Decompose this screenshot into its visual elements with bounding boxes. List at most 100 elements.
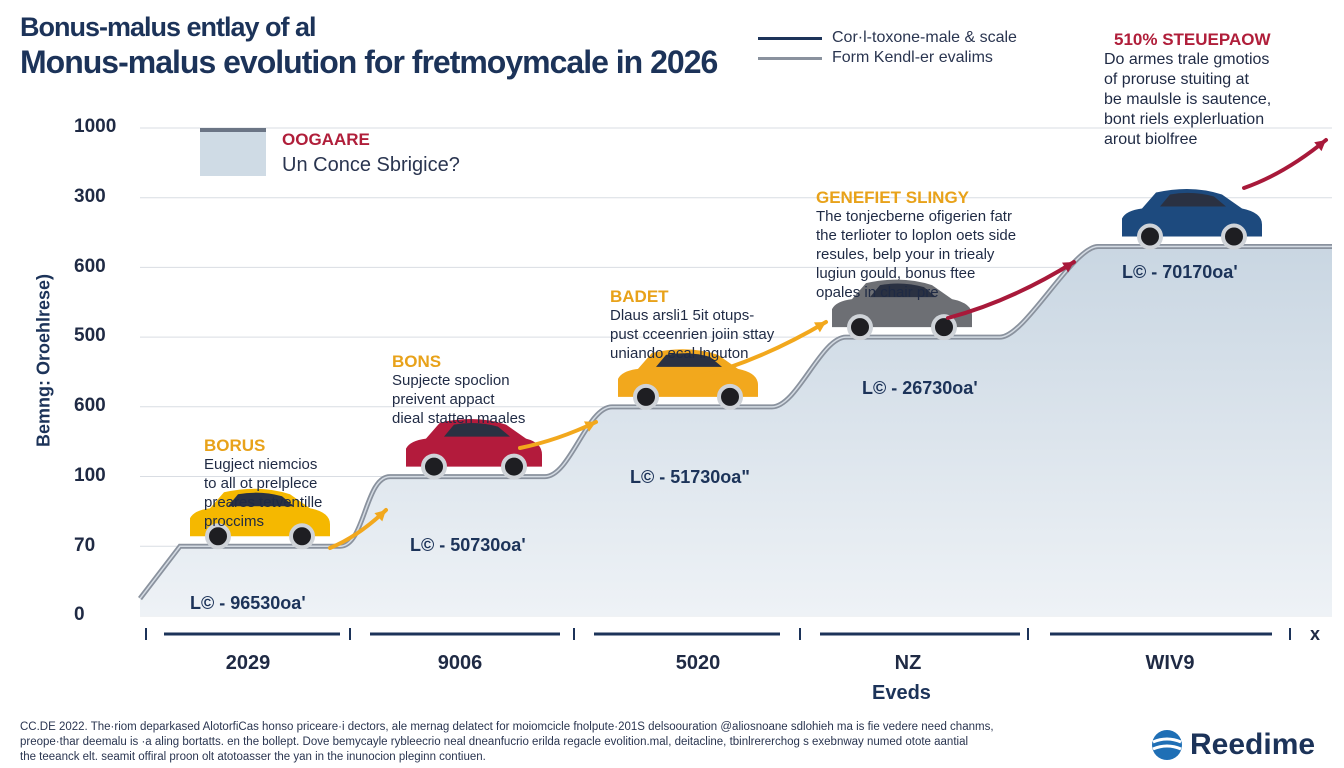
level-label: L© - 26730oa'	[862, 378, 978, 398]
legend-item: Cor·l-toxone-male & scale	[758, 28, 1017, 48]
annotation-line: dieal statten maales	[392, 410, 526, 427]
area-fill	[140, 246, 1332, 616]
car-wheel	[717, 383, 743, 410]
step-annotation: GENEFIET SLINGY The tonjecberne ofigerie…	[816, 188, 1016, 302]
level-label: L© - 51730oa"	[630, 467, 750, 487]
car-icon	[618, 349, 758, 410]
top-note-line: arout biolfree	[1104, 131, 1198, 148]
x-extra-tick: x	[1310, 624, 1321, 644]
arrow-up-right-icon	[692, 320, 828, 380]
legend-swatch	[758, 36, 822, 40]
annotation-line: Supjecte spoclion	[392, 372, 510, 389]
annotation-line: Dlaus arsli1 5it otups-	[610, 307, 755, 324]
x-tick-label: 2029	[225, 652, 271, 674]
y-tick-label: 300	[74, 186, 106, 207]
annotation-line: preares tetventille	[204, 494, 323, 511]
step-annotation: BONS Supjecte spoclion preivent appact d…	[392, 352, 525, 428]
y-tick-label: 0	[74, 604, 85, 625]
arrow-up-right-icon	[946, 260, 1076, 320]
car-icon	[406, 419, 542, 480]
car-wheel	[501, 453, 527, 480]
annotation-heading: BADET	[610, 287, 669, 306]
y-tick-label: 600	[74, 256, 106, 277]
top-note-line: be maulsle is sautence,	[1104, 91, 1272, 108]
car-body	[190, 488, 330, 537]
arrow-head	[584, 421, 596, 432]
legend-label: Cor·l-toxone-male & scale	[832, 29, 1017, 46]
car-window	[1160, 192, 1226, 207]
car-wheel	[847, 314, 873, 341]
chart-title-line1: Bonus-malus entlay of al	[20, 12, 317, 42]
series-line-inner	[139, 245, 1332, 600]
car-wheel	[633, 383, 659, 410]
arrow-head	[1314, 140, 1326, 152]
y-tick-label: 70	[74, 535, 96, 556]
box-annotation-heading: OOGAARE	[282, 130, 370, 149]
car-wheel	[289, 523, 315, 550]
annotation-line: proccims	[204, 513, 265, 530]
legend: Cor·l-toxone-male & scale Form Kendl-er …	[758, 28, 1017, 68]
step-annotation: BORUS Eugject niemcios to all ot prelple…	[204, 436, 322, 531]
globe-icon	[1152, 730, 1182, 760]
x-tick-label: NZ	[894, 652, 922, 674]
car-wheel	[1137, 223, 1163, 250]
car-body	[618, 349, 758, 397]
car-icon	[832, 279, 972, 341]
car-body	[1122, 188, 1262, 237]
car-wheel	[931, 314, 957, 341]
y-tick-label: 500	[74, 325, 106, 346]
level-label: L© - 96530oa'	[190, 593, 306, 613]
box-annotation-subtitle: Un Conce Sbrigice?	[282, 154, 460, 176]
car-body	[406, 419, 542, 467]
x-axis-title: Eveds	[872, 682, 931, 704]
top-note-line: of prorusе stuiting at	[1104, 71, 1249, 88]
annotation-line: opales in chair pre	[816, 284, 939, 301]
arrow-head	[374, 510, 386, 522]
footer-note: CC.DE 2022. The·riom deparkased Alotorfi…	[20, 720, 1100, 765]
x-tick-label: WIV9	[1145, 652, 1195, 674]
car-wheel	[421, 453, 447, 480]
car-window	[656, 353, 722, 367]
car-window	[444, 422, 510, 437]
y-axis-title: Bemng: Oroehlrese)	[33, 273, 54, 448]
annotation-line: preivent appact	[392, 391, 495, 408]
level-label: L© - 50730oa'	[410, 535, 526, 555]
car-icon	[1122, 188, 1262, 250]
car-window	[228, 492, 294, 507]
top-note: 510% STEUEPAOW Do armes trale gmotios of…	[1104, 30, 1271, 150]
car-icon	[190, 488, 330, 550]
car-window	[870, 283, 936, 298]
y-tick-label: 1000	[74, 116, 117, 137]
top-note-line: Do armes trale gmotios	[1104, 51, 1270, 68]
step-annotation: BADET Dlaus arsli1 5it otups- pust cceen…	[610, 287, 774, 363]
annotation-line: resules, belp your in triealy	[816, 246, 995, 263]
footer-line: CC.DE 2022. The·riom deparkased Alotorfi…	[20, 721, 994, 733]
car-wheel	[1221, 223, 1247, 250]
annotation-line: to all ot prelplece	[204, 475, 318, 492]
top-note-heading: 510% STEUEPAOW	[1114, 30, 1271, 49]
chart-title: Monus-malus evolution for fretmoymcale i…	[20, 44, 718, 80]
footer-line: preope·thar deemalu is ·a aling bortatts…	[20, 736, 969, 748]
arrow-up-right-icon	[1242, 138, 1328, 190]
brand-name: Reedime	[1190, 728, 1316, 761]
annotation-line: pust cceenrien joiin sttay	[610, 326, 775, 343]
arrow-head	[814, 322, 826, 333]
annotation-heading: BORUS	[204, 436, 266, 455]
annotation-line: The tonjecberne ofigerien fatr	[816, 208, 1012, 225]
level-label: L© - 70170oa'	[1122, 262, 1238, 282]
x-tick-label: 5020	[675, 652, 721, 674]
annotation-line: lugiun gould, bonus ftee	[816, 265, 976, 282]
x-tick-label: 9006	[437, 652, 483, 674]
y-tick-label: 100	[74, 465, 106, 486]
top-note-line: bont riels explerluation	[1104, 111, 1265, 128]
legend-swatch	[758, 56, 822, 60]
annotation-line: uniando ecal lnguton	[610, 345, 749, 362]
y-tick-label: 600	[74, 395, 106, 416]
car-wheel	[205, 523, 231, 550]
car-body	[832, 279, 972, 328]
annotation-line: the terlioter to loplon oets side	[816, 227, 1017, 244]
arrow-head	[1062, 262, 1074, 273]
annotation-heading: GENEFIET SLINGY	[816, 188, 970, 207]
footer-line: the teeanck elt. seamit offiral proon ol…	[20, 751, 486, 763]
